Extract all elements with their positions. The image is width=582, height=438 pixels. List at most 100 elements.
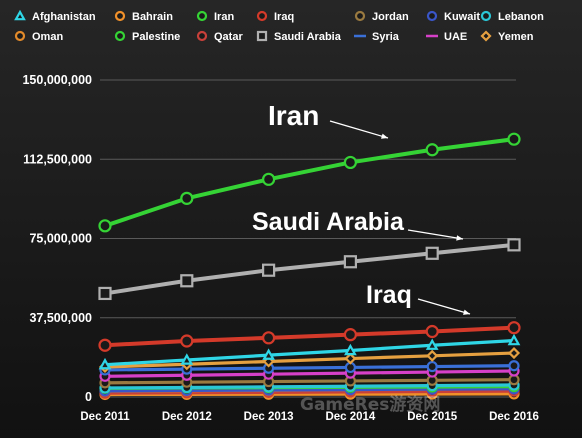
series-afghanistan — [98, 333, 521, 370]
legend-swatch — [114, 30, 126, 42]
legend-item-uae: UAE — [426, 31, 467, 43]
data-point-syria — [508, 360, 520, 372]
legend-item-saudi-arabia: Saudi Arabia — [256, 30, 342, 43]
data-point-iraq — [507, 321, 521, 335]
x-tick-label: Dec 2013 — [244, 411, 294, 423]
annotation-arrow-saudi-arabia — [407, 229, 464, 240]
legend-item-oman: Oman — [14, 30, 63, 43]
series-line-jordan — [104, 378, 515, 385]
y-axis: 0 37,500,000 75,000,000 112,500,000 150,000,… — [22, 73, 92, 404]
y-tick-label: 150,000,000 — [22, 73, 92, 87]
legend-swatch — [256, 10, 268, 22]
legend-swatch — [480, 30, 492, 42]
legend-label: Qatar — [214, 31, 243, 43]
series-group — [98, 132, 521, 401]
annotation-arrow-iraq — [417, 298, 471, 315]
data-point-yemen — [426, 349, 439, 362]
data-point-saudi-arabia — [425, 246, 439, 260]
data-point-iraq — [262, 331, 276, 345]
legend-swatch — [354, 10, 366, 22]
series-line-afghanistan — [104, 338, 515, 367]
legend-label: Syria — [372, 31, 400, 43]
legend-swatch — [114, 10, 126, 22]
annotation-label-iran: Iran — [268, 100, 319, 131]
data-point-iran — [425, 143, 439, 157]
data-point-iran — [180, 191, 194, 205]
data-point-iraq — [343, 328, 357, 342]
series-line-lebanon — [104, 383, 515, 390]
x-tick-label: Dec 2015 — [407, 411, 457, 423]
legend: Afghanistan Bahrain Iran Iraq Jordan Kuwait Le… — [14, 9, 544, 43]
series-saudi-arabia — [98, 238, 521, 301]
series-line-yemen — [104, 351, 515, 369]
data-point-iraq — [180, 334, 194, 348]
legend-item-jordan: Jordan — [354, 10, 409, 23]
legend-item-iran: Iran — [196, 10, 234, 23]
annotation-arrowhead-iraq — [463, 309, 470, 315]
series-line-kuwait — [104, 387, 515, 393]
data-point-iran — [343, 155, 357, 170]
legend-swatch — [256, 30, 268, 42]
y-tick-label: 0 — [85, 390, 92, 404]
legend-label: Oman — [32, 31, 63, 43]
data-point-afghanistan — [180, 353, 194, 365]
legend-label: Palestine — [132, 31, 180, 43]
data-point-saudi-arabia — [180, 274, 194, 288]
annotation-label-saudi-arabia: Saudi Arabia — [252, 208, 405, 236]
x-tick-label: Dec 2011 — [80, 411, 130, 423]
legend-swatch — [196, 10, 208, 22]
legend-item-yemen: Yemen — [480, 30, 534, 43]
series-line-uae — [104, 369, 515, 378]
legend-swatch — [480, 10, 492, 22]
y-tick-label: 112,500,000 — [23, 152, 92, 166]
x-axis: Dec 2011 Dec 2012 Dec 2013 Dec 2014 Dec 2015… — [80, 411, 539, 423]
y-tick-label: 37,500,000 — [29, 311, 92, 325]
annotation-label-iraq: Iraq — [366, 281, 412, 309]
data-point-iran — [507, 132, 521, 146]
legend-label: Jordan — [372, 11, 409, 23]
legend-label: Afghanistan — [32, 11, 96, 23]
legend-label: Lebanon — [498, 11, 544, 23]
annotation-arrow-iran — [329, 120, 389, 139]
data-point-afghanistan — [344, 343, 357, 356]
series-line-qatar — [104, 389, 515, 395]
data-point-iran — [98, 219, 112, 233]
data-point-iraq — [98, 338, 112, 352]
legend-label: Iran — [214, 11, 234, 23]
annotations: Iran Saudi Arabia Iraq — [252, 100, 471, 315]
legend-label: Yemen — [498, 31, 534, 43]
data-point-afghanistan — [98, 357, 112, 370]
legend-item-syria: Syria — [354, 31, 400, 43]
legend-label: UAE — [444, 31, 467, 43]
data-point-saudi-arabia — [507, 238, 521, 252]
annotation-arrowhead-iran — [381, 133, 388, 139]
legend-label: Iraq — [274, 11, 294, 23]
series-line-saudi-arabia — [104, 242, 515, 296]
legend-swatch — [426, 10, 438, 22]
series-iraq — [98, 321, 521, 352]
legend-item-afghanistan: Afghanistan — [14, 9, 96, 23]
x-tick-label: Dec 2014 — [325, 411, 375, 423]
legend-swatch — [14, 9, 26, 21]
series-line-iraq — [104, 325, 515, 348]
legend-item-palestine: Palestine — [114, 30, 180, 43]
legend-item-lebanon: Lebanon — [480, 10, 544, 23]
data-point-saudi-arabia — [262, 263, 276, 277]
data-point-saudi-arabia — [98, 286, 112, 301]
data-point-yemen — [507, 346, 521, 360]
legend-label: Kuwait — [444, 11, 480, 23]
data-point-iran — [262, 172, 276, 186]
legend-item-bahrain: Bahrain — [114, 10, 173, 23]
series-iran — [98, 132, 521, 233]
legend-label: Saudi Arabia — [274, 31, 342, 43]
legend-item-iraq: Iraq — [256, 10, 294, 23]
x-tick-label: Dec 2016 — [489, 411, 539, 423]
watermark: GameRes游资网 — [300, 394, 440, 415]
data-point-iraq — [425, 324, 439, 339]
data-point-afghanistan — [425, 338, 439, 350]
series-line-iran — [104, 137, 515, 228]
legend-label: Bahrain — [132, 11, 173, 23]
x-tick-label: Dec 2012 — [162, 411, 212, 423]
